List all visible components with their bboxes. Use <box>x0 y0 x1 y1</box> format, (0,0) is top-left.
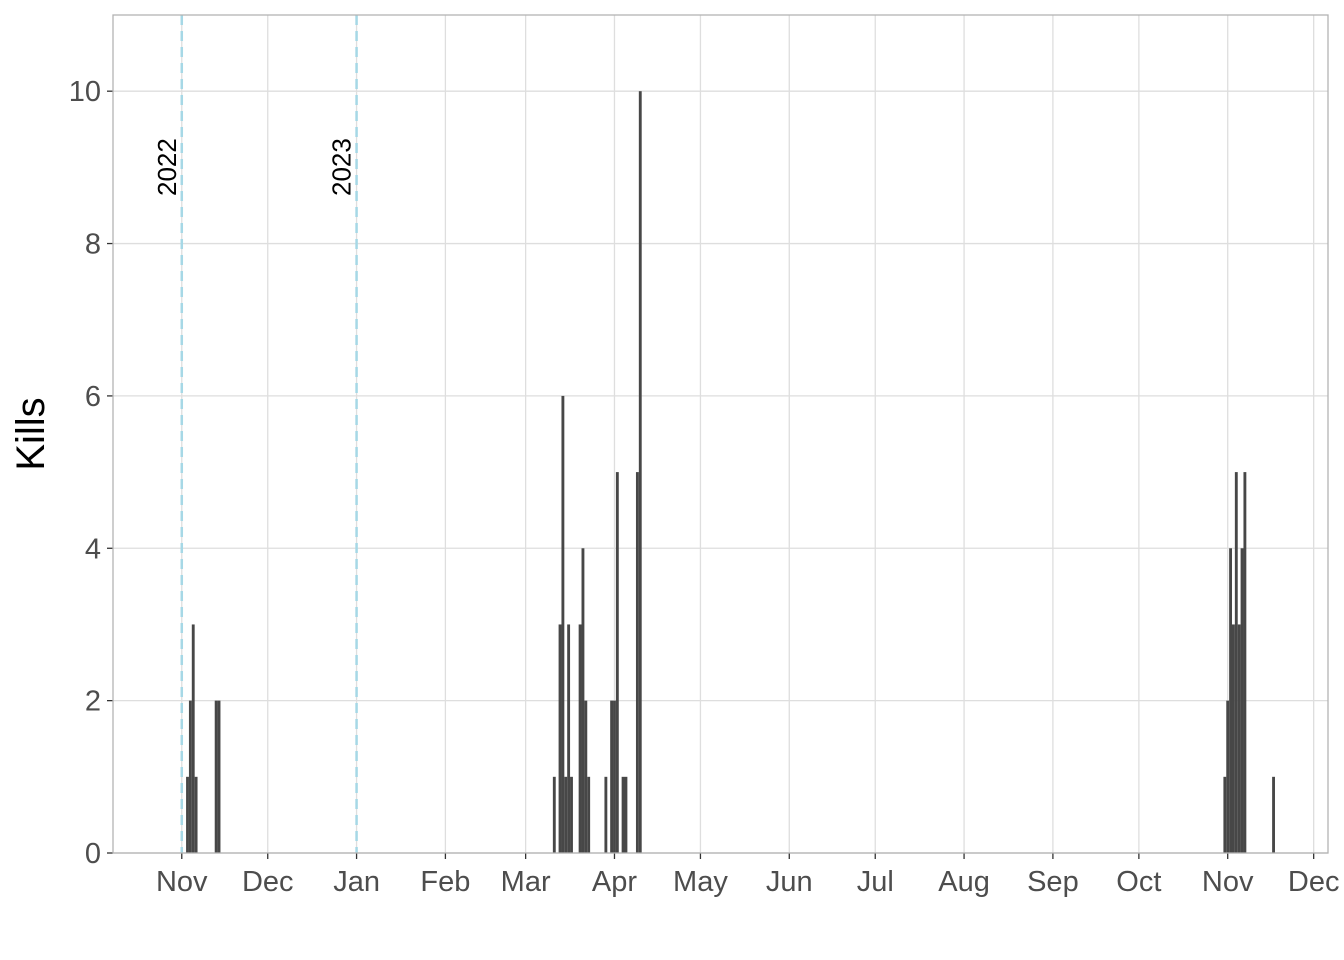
bar <box>191 624 195 853</box>
bar <box>587 776 591 853</box>
bar <box>584 700 588 853</box>
x-tick-label: Jan <box>333 866 380 898</box>
bar <box>624 776 628 853</box>
x-tick-label: Mar <box>501 866 551 898</box>
bar <box>1223 776 1227 853</box>
bar <box>1237 624 1241 853</box>
annotation-label: 2022 <box>152 138 182 196</box>
y-tick-label: 8 <box>85 229 101 261</box>
x-tick-label: Dec <box>242 866 294 898</box>
bar <box>615 472 619 853</box>
bar <box>1232 624 1235 853</box>
bar <box>186 776 189 853</box>
bar <box>1234 472 1238 853</box>
bar <box>188 700 192 853</box>
bar <box>613 700 616 853</box>
x-tick-label: Sep <box>1027 866 1079 898</box>
y-axis-label: Kills <box>9 397 53 470</box>
x-tick-label: Feb <box>420 866 470 898</box>
bar <box>621 776 625 853</box>
x-tick-label: Oct <box>1116 866 1161 898</box>
bar <box>552 776 556 853</box>
x-tick-label: Apr <box>592 866 637 898</box>
bar <box>638 91 642 853</box>
y-tick-label: 4 <box>85 533 101 565</box>
x-tick-label: Jul <box>857 866 894 898</box>
x-tick-label: Nov <box>1202 866 1254 898</box>
bar <box>1240 548 1244 853</box>
bar <box>604 776 608 853</box>
bar <box>217 700 221 853</box>
annotation-label: 2023 <box>327 138 357 196</box>
bar <box>567 624 571 853</box>
plot-border <box>112 14 1329 854</box>
bar <box>1243 472 1247 853</box>
x-tick-label: Jun <box>766 866 813 898</box>
x-tick-label: Dec <box>1288 866 1340 898</box>
bar <box>1272 776 1275 853</box>
bar <box>194 776 198 853</box>
x-tick-label: Nov <box>156 866 208 898</box>
bar <box>635 472 639 853</box>
y-tick-label: 0 <box>85 838 101 870</box>
bar <box>570 776 573 853</box>
y-tick-label: 2 <box>85 686 101 718</box>
x-tick-label: May <box>673 866 728 898</box>
bar <box>564 776 568 853</box>
x-tick-label: Aug <box>938 866 990 898</box>
bar <box>578 624 582 853</box>
bar <box>214 700 218 853</box>
bar <box>1226 700 1230 853</box>
bar <box>581 548 585 853</box>
bar <box>1229 548 1233 853</box>
bar <box>558 624 562 853</box>
y-tick-label: 6 <box>85 381 101 413</box>
y-tick-label: 10 <box>69 76 101 108</box>
bar <box>561 395 565 853</box>
bar <box>610 700 614 853</box>
